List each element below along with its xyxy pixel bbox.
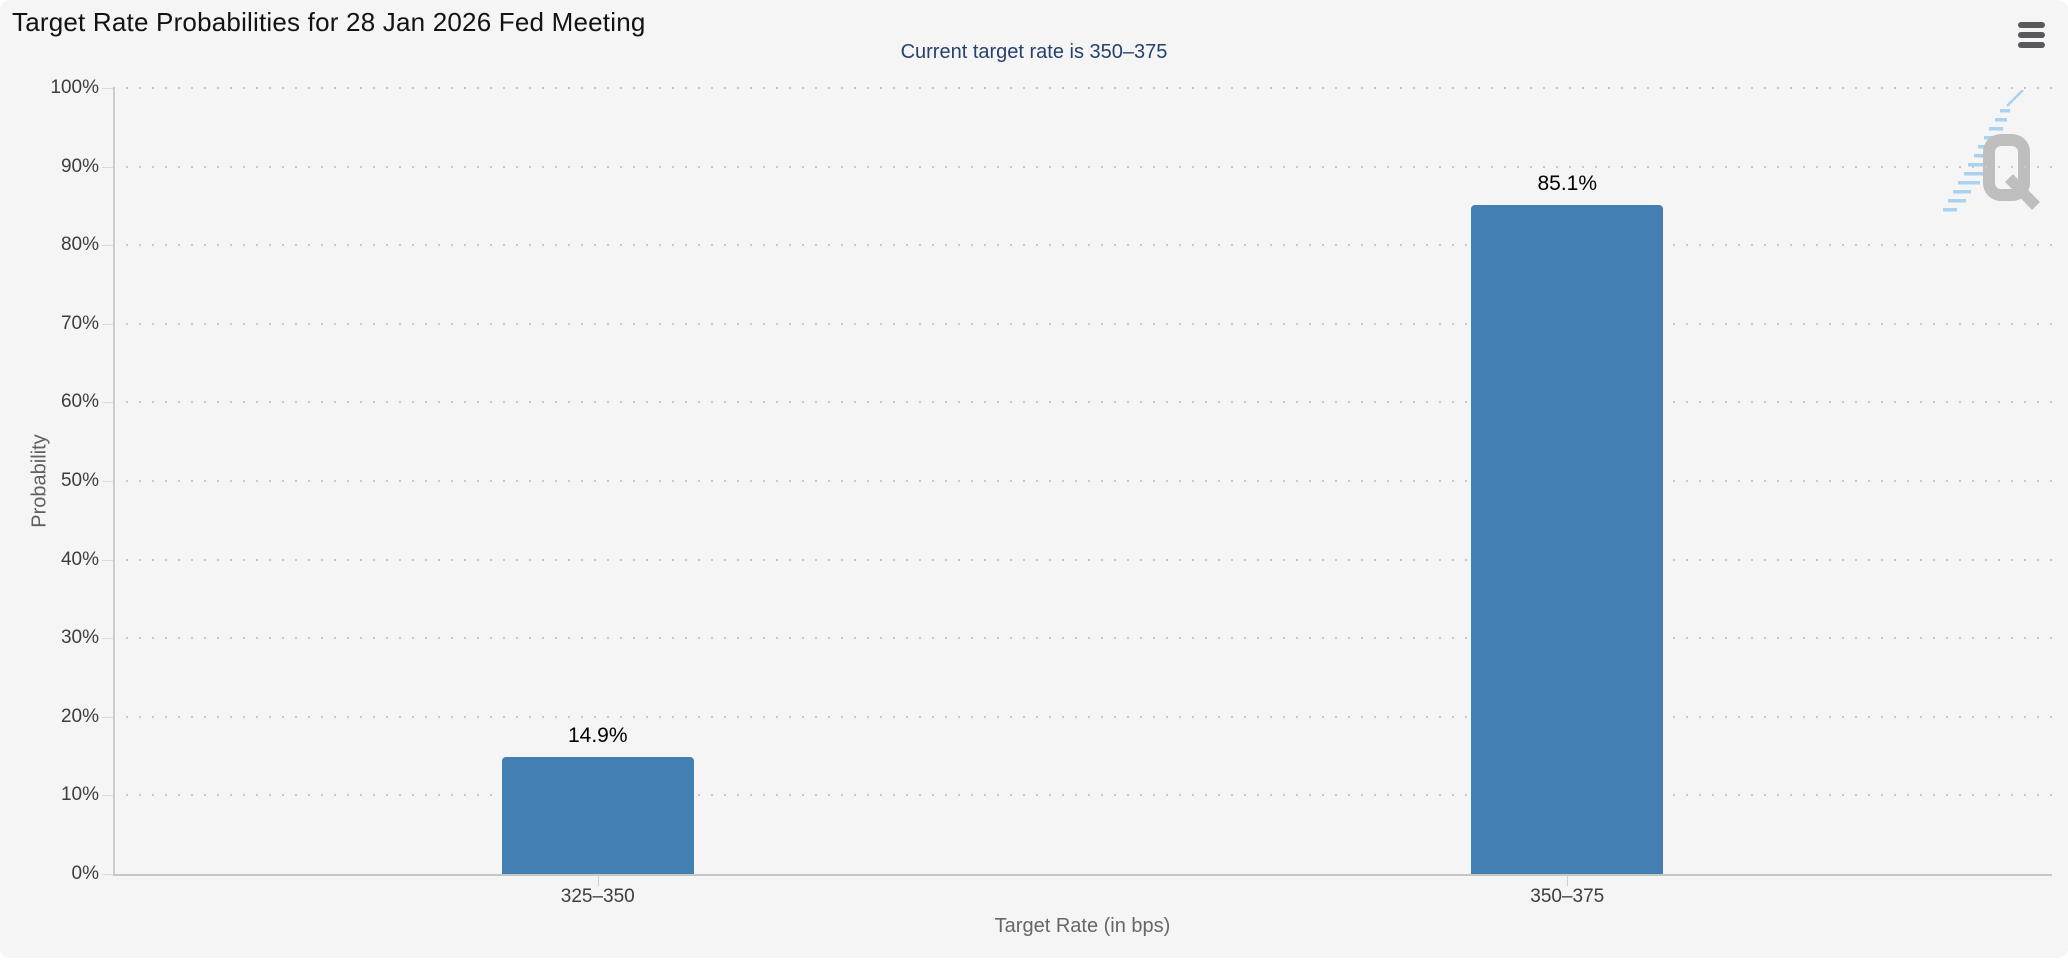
y-axis-tick — [102, 795, 113, 797]
y-axis-tick — [102, 716, 113, 718]
y-tick-label: 10% — [60, 784, 99, 806]
category-label: 350–375 — [1530, 886, 1605, 907]
x-axis-title: Target Rate (in bps) — [994, 915, 1171, 937]
y-tick-label: 60% — [60, 391, 99, 413]
bar-value-label: 14.9% — [567, 723, 628, 747]
y-tick-label: 40% — [60, 548, 99, 570]
y-tick-label: 100% — [50, 77, 99, 98]
chart-context-menu-button[interactable] — [2015, 19, 2047, 51]
bar[interactable] — [1471, 205, 1664, 874]
y-tick-label: 50% — [60, 470, 99, 491]
x-axis-tick — [597, 875, 599, 886]
y-axis-tick — [102, 874, 113, 875]
y-gridline — [113, 322, 2052, 325]
y-tick-label: 20% — [60, 705, 99, 727]
y-axis-tick — [102, 166, 113, 168]
y-axis-tick — [102, 481, 113, 482]
y-tick-label: 30% — [60, 627, 99, 649]
quikstrike-logo-watermark-icon — [1943, 90, 2040, 212]
chart-title: Target Rate Probabilities for 28 Jan 202… — [12, 7, 646, 37]
y-gridline — [113, 165, 2052, 168]
bar[interactable] — [501, 756, 694, 874]
y-gridline — [113, 401, 2052, 404]
y-gridline — [113, 715, 2052, 718]
y-axis-line — [113, 88, 115, 874]
y-gridline — [113, 87, 2052, 89]
bar-value-label: 85.1% — [1537, 172, 1598, 196]
y-gridline — [113, 480, 2052, 482]
y-axis-tick — [102, 638, 113, 640]
y-tick-label: 70% — [60, 312, 99, 334]
hamburger-menu-icon — [2017, 22, 2045, 48]
y-axis-tick — [102, 559, 113, 561]
y-axis-tick — [102, 323, 113, 325]
y-gridline — [113, 244, 2052, 247]
category-label: 325–350 — [560, 886, 635, 907]
y-gridline — [113, 794, 2052, 797]
y-axis-tick — [102, 88, 113, 89]
y-axis-tick — [102, 245, 113, 247]
x-axis-line — [113, 874, 2052, 876]
chart-subtitle: Current target rate is 350–375 — [900, 41, 1168, 63]
y-tick-label: 90% — [60, 155, 99, 177]
y-gridline — [113, 558, 2052, 561]
y-axis-tick — [102, 402, 113, 404]
y-gridline — [113, 637, 2052, 640]
y-tick-label: 0% — [71, 863, 99, 884]
y-tick-label: 80% — [60, 234, 99, 256]
x-axis-tick — [1567, 875, 1569, 886]
